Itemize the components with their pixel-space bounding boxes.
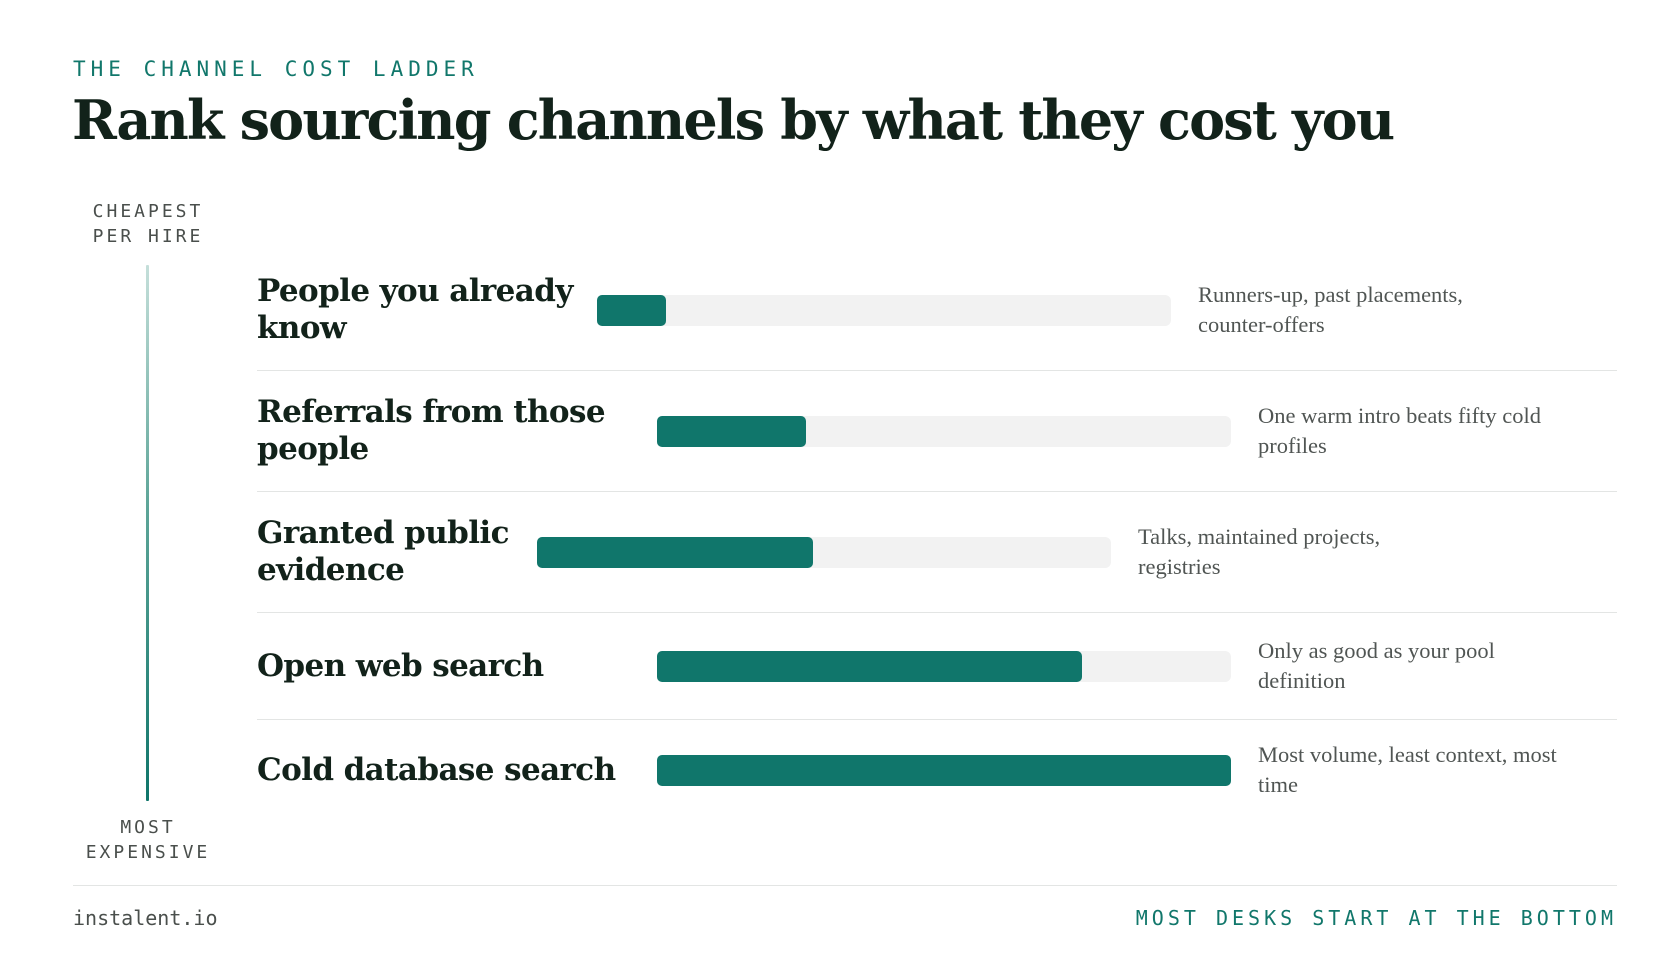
cost-bar <box>657 650 1082 682</box>
ladder-row: People you already know Runners-up, past … <box>257 250 1617 371</box>
cost-bar <box>657 415 807 447</box>
bar-track <box>657 415 1231 447</box>
footer-tagline: MOST DESKS START AT THE BOTTOM <box>1135 906 1617 930</box>
channel-label: People you already know <box>257 273 573 346</box>
channel-label: Open web search <box>257 647 544 684</box>
axis-bottom-label: MOST EXPENSIVE <box>85 817 211 863</box>
channel-label: Granted public evidence <box>257 515 509 588</box>
page-title: Rank sourcing channels by what they cost… <box>72 88 1395 152</box>
channel-note: Most volume, least context, most time <box>1258 742 1557 797</box>
bar-track <box>537 536 1111 568</box>
ladder-row: Referrals from those people One warm intr… <box>257 371 1617 492</box>
footer-divider <box>73 885 1617 886</box>
channel-note: Talks, maintained projects, registries <box>1138 524 1381 579</box>
cost-bar <box>537 536 813 568</box>
bar-track <box>597 294 1171 326</box>
ladder-row: Open web search Only as good as your pool… <box>257 613 1617 720</box>
footer-site: instalent.io <box>73 906 218 930</box>
channel-note: One warm intro beats fifty cold profiles <box>1258 403 1542 458</box>
eyebrow: THE CHANNEL COST LADDER <box>73 57 479 81</box>
axis-top-label: CHEAPEST PER HIRE <box>92 201 204 247</box>
ladder-row: Cold database search Most volume, least c… <box>257 720 1617 820</box>
bar-track <box>657 754 1231 786</box>
channel-label: Cold database search <box>257 751 616 788</box>
cost-bar <box>657 754 1231 786</box>
bar-track <box>657 650 1231 682</box>
channel-bar-chart: People you already know Runners-up, past … <box>257 250 1617 820</box>
channel-note: Runners-up, past placements, counter-off… <box>1198 282 1463 337</box>
ladder-row: Granted public evidence Talks, maintained… <box>257 492 1617 613</box>
channel-label: Referrals from those people <box>257 394 606 467</box>
cost-axis-line <box>146 265 149 801</box>
channel-note: Only as good as your pool definition <box>1258 638 1495 693</box>
cost-bar <box>597 294 666 326</box>
